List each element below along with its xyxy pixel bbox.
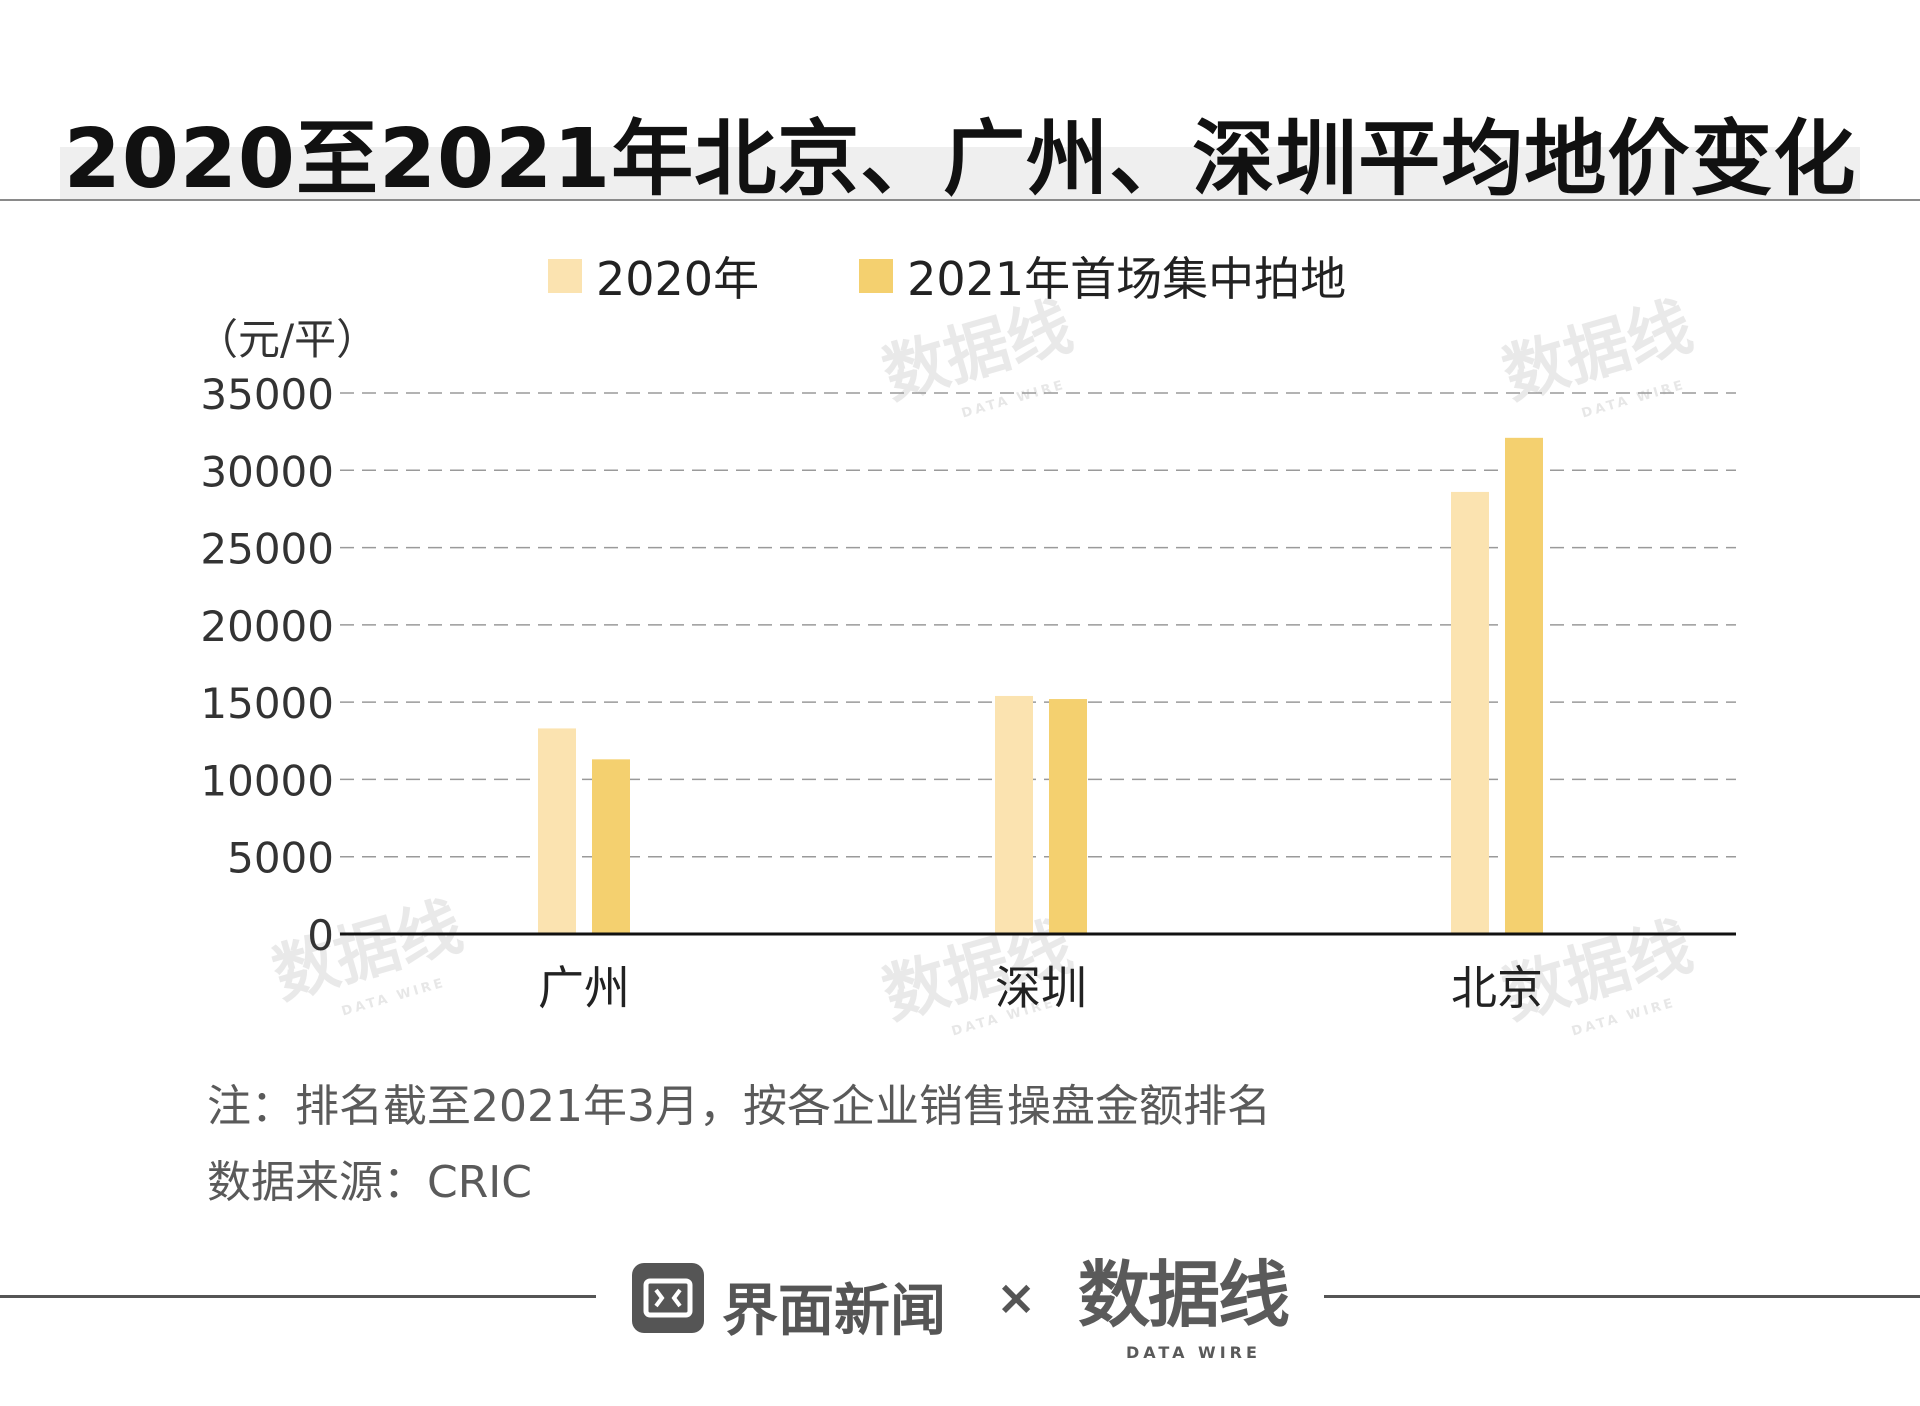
y-tick-label: 30000 <box>200 447 334 496</box>
bar-深圳-2020年 <box>995 695 1033 934</box>
data-source: 数据来源：CRIC <box>207 1157 532 1208</box>
y-axis-unit-label: （元/平） <box>196 315 378 364</box>
title-band <box>60 147 1860 199</box>
y-tick-label: 0 <box>307 911 334 960</box>
brand-logo-icon <box>632 1263 704 1333</box>
bar-广州-2021年首场集中拍地 <box>592 759 630 934</box>
legend-label-2020: 2020年 <box>596 252 760 306</box>
legend-item-2021: 2021年首场集中拍地 <box>859 243 1346 309</box>
footer-brand: 界面新闻 <box>722 1279 946 1344</box>
bar-北京-2020年 <box>1451 491 1489 934</box>
y-tick-label: 5000 <box>227 834 334 883</box>
footnote: 注：排名截至2021年3月，按各企业销售操盘金额排名 <box>207 1081 1271 1132</box>
bar-北京-2021年首场集中拍地 <box>1505 437 1543 934</box>
y-tick-labels: 0 5000 10000 15000 20000 25000 30000 35000 <box>200 370 334 960</box>
title-divider <box>0 199 1920 201</box>
x-tick-label: 深圳 <box>995 961 1087 1015</box>
footer-rule-right <box>1324 1295 1920 1298</box>
bar-深圳-2021年首场集中拍地 <box>1049 699 1087 934</box>
x-tick-label: 北京 <box>1451 961 1543 1015</box>
y-tick-label: 25000 <box>200 525 334 574</box>
legend-item-2020: 2020年 <box>548 243 759 309</box>
bar-广州-2020年 <box>538 728 576 934</box>
legend: 2020年 2021年首场集中拍地 <box>548 248 1446 306</box>
legend-swatch-2021 <box>859 259 894 293</box>
legend-swatch-2020 <box>548 259 582 293</box>
footer-rule-left <box>0 1295 596 1298</box>
footer-partner-logo: 数据线 <box>1078 1253 1290 1337</box>
y-tick-label: 10000 <box>200 756 334 805</box>
bars <box>538 437 1543 934</box>
y-tick-label: 15000 <box>200 679 334 728</box>
y-tick-label: 35000 <box>200 370 334 419</box>
footer-separator: × <box>996 1270 1037 1326</box>
legend-label-2021: 2021年首场集中拍地 <box>907 252 1347 306</box>
chart-title: 2020至2021年北京、广州、深圳平均地价变化 <box>63 112 1857 207</box>
x-tick-label: 广州 <box>538 961 630 1015</box>
footer-partner-sub: DATA WIRE <box>1126 1343 1261 1362</box>
y-tick-label: 20000 <box>200 602 334 651</box>
x-tick-labels: 广州 深圳 北京 <box>538 961 1543 1015</box>
